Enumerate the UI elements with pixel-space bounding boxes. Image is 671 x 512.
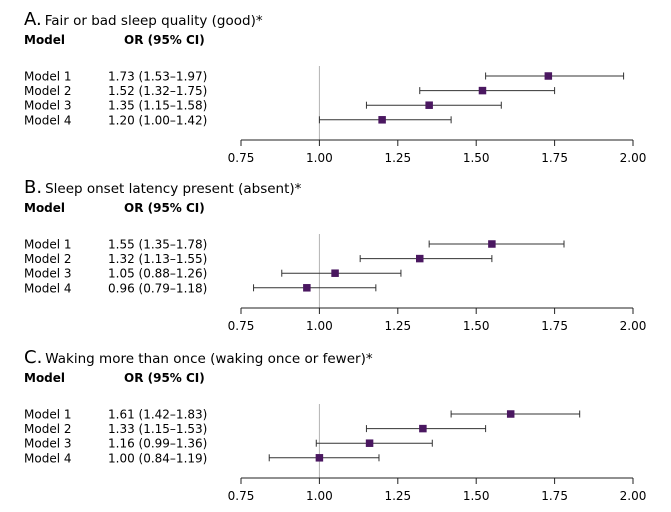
panel-letter: A.: [24, 9, 42, 30]
x-tick-label: 1.00: [306, 489, 333, 503]
row-model-label: Model 2: [24, 84, 71, 98]
panel-1: A. Fair or bad sleep quality (good)* Model…: [24, 9, 646, 165]
row-model-label: Model 3: [24, 99, 71, 113]
panel-title-text: Waking more than once (waking once or fe…: [45, 351, 373, 367]
panel-3: C. Waking more than once (waking once or …: [24, 347, 646, 503]
x-tick-label: 1.75: [541, 151, 568, 165]
column-header-model: Model: [24, 201, 65, 215]
row-or-label: 1.20 (1.00–1.42): [108, 113, 207, 127]
panel-letter: C.: [24, 347, 42, 368]
odds-ratio-marker: [419, 424, 427, 433]
row-or-label: 1.00 (0.84–1.19): [108, 451, 207, 465]
row-or-label: 1.32 (1.13–1.55): [108, 252, 207, 266]
column-header-or: OR (95% CI): [124, 201, 205, 215]
odds-ratio-marker: [544, 72, 553, 80]
row-or-label: 1.73 (1.53–1.97): [108, 70, 207, 84]
row-or-label: 1.16 (0.99–1.36): [108, 437, 207, 451]
x-tick-label: 1.50: [463, 489, 490, 503]
odds-ratio-marker: [478, 86, 487, 95]
odds-ratio-marker: [378, 116, 386, 124]
x-tick-label: 0.75: [228, 489, 255, 503]
x-tick-label: 0.75: [228, 319, 255, 333]
odds-ratio-marker: [315, 454, 324, 462]
panel-title-text: Sleep onset latency present (absent)*: [45, 181, 302, 197]
odds-ratio-marker: [416, 254, 424, 263]
panel-2: B. Sleep onset latency present (absent)* M…: [24, 177, 646, 333]
row-model-label: Model 1: [24, 408, 71, 422]
odds-ratio-marker: [488, 240, 496, 248]
x-tick-label: 1.25: [384, 319, 411, 333]
row-model-label: Model 1: [24, 70, 71, 84]
x-tick-label: 0.75: [228, 151, 255, 165]
x-tick-label: 1.00: [306, 319, 333, 333]
column-header-or: OR (95% CI): [124, 33, 205, 47]
column-header-model: Model: [24, 33, 65, 47]
panel-letter: B.: [24, 177, 42, 198]
x-tick-label: 1.75: [541, 489, 568, 503]
row-model-label: Model 3: [24, 267, 71, 281]
row-model-label: Model 4: [24, 113, 71, 127]
panel-title: B. Sleep onset latency present (absent)*: [24, 177, 302, 198]
row-model-label: Model 3: [24, 437, 71, 451]
x-tick-label: 1.25: [384, 489, 411, 503]
odds-ratio-marker: [365, 439, 374, 447]
row-model-label: Model 2: [24, 422, 71, 436]
row-model-label: Model 4: [24, 451, 71, 465]
row-or-label: 1.33 (1.15–1.53): [108, 422, 207, 436]
row-or-label: 1.52 (1.32–1.75): [108, 84, 207, 98]
row-or-label: 1.05 (0.88–1.26): [108, 267, 207, 281]
odds-ratio-marker: [425, 101, 433, 109]
x-tick-label: 2.00: [620, 319, 647, 333]
row-model-label: Model 4: [24, 281, 71, 295]
odds-ratio-marker: [506, 410, 515, 418]
x-tick-label: 1.50: [463, 151, 490, 165]
column-header-model: Model: [24, 371, 65, 385]
row-or-label: 0.96 (0.79–1.18): [108, 281, 207, 295]
panel-title-text: Fair or bad sleep quality (good)*: [45, 13, 263, 29]
odds-ratio-marker: [331, 269, 339, 277]
x-tick-label: 2.00: [620, 489, 647, 503]
x-tick-label: 1.00: [306, 151, 333, 165]
odds-ratio-marker: [303, 284, 311, 292]
column-header-or: OR (95% CI): [124, 371, 205, 385]
panel-title: C. Waking more than once (waking once or …: [24, 347, 373, 368]
row-or-label: 1.35 (1.15–1.58): [108, 99, 207, 113]
row-model-label: Model 1: [24, 238, 71, 252]
x-tick-label: 1.25: [384, 151, 411, 165]
x-tick-label: 1.50: [463, 319, 490, 333]
panel-title: A. Fair or bad sleep quality (good)*: [24, 9, 263, 30]
x-tick-label: 1.75: [541, 319, 568, 333]
row-or-label: 1.61 (1.42–1.83): [108, 408, 207, 422]
x-tick-label: 2.00: [620, 151, 647, 165]
row-or-label: 1.55 (1.35–1.78): [108, 238, 207, 252]
row-model-label: Model 2: [24, 252, 71, 266]
